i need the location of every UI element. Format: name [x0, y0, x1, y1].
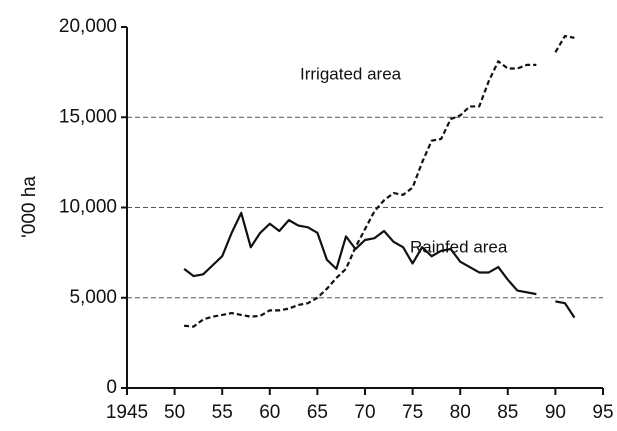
x-tick-label: 95 — [592, 402, 613, 423]
series-label: Rainfed area — [410, 237, 508, 256]
y-tick-label: 15,000 — [59, 106, 117, 127]
x-tick-label: 90 — [545, 402, 566, 423]
x-tick-label: 1945 — [106, 402, 148, 423]
x-tick-label: 65 — [307, 402, 328, 423]
y-tick-label: 0 — [106, 377, 117, 398]
x-tick-label: 60 — [259, 402, 280, 423]
x-tick-label: 70 — [354, 402, 375, 423]
series-line — [184, 34, 575, 328]
series-label: Irrigated area — [300, 64, 402, 83]
y-tick-label: 20,000 — [59, 16, 117, 37]
x-tick-label: 85 — [497, 402, 518, 423]
x-tick-label: 80 — [450, 402, 471, 423]
x-tick-label: 50 — [164, 402, 185, 423]
x-tick-label: 55 — [212, 402, 233, 423]
y-tick-label: 10,000 — [59, 197, 117, 218]
y-tick-label: 5,000 — [69, 287, 117, 308]
series-line — [183, 211, 576, 319]
x-tick-label: 75 — [402, 402, 423, 423]
y-axis-label: '000 ha — [19, 176, 40, 238]
